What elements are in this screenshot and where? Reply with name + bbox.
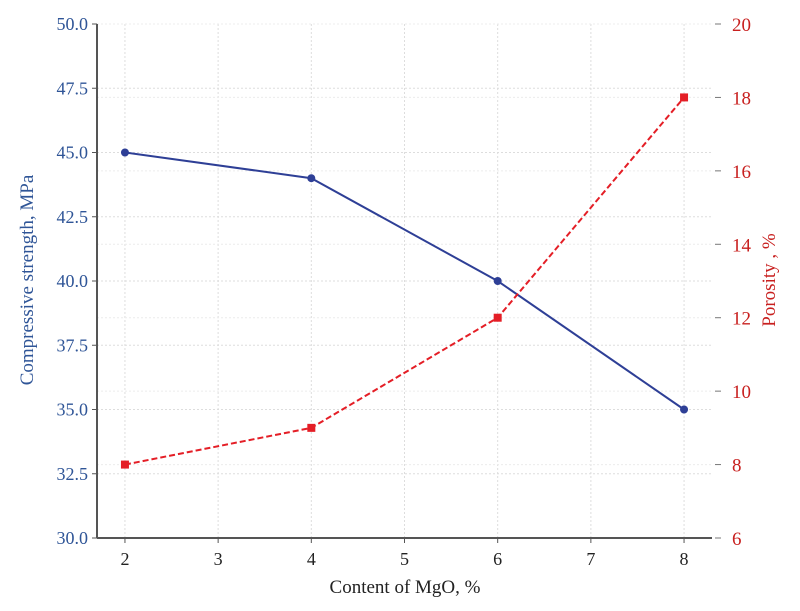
y-tick-label: 42.5 bbox=[57, 207, 89, 227]
y2-tick-label: 10 bbox=[732, 382, 751, 403]
y-tick-label: 35.0 bbox=[57, 400, 89, 420]
y2-tick-label: 14 bbox=[732, 235, 752, 256]
x-tick-label: 3 bbox=[214, 549, 223, 569]
series bbox=[120, 93, 689, 469]
strength-line bbox=[124, 151, 685, 411]
axes: 2 3 4 5 6 7 8 30.0 32.5 35.0 37.5 40.0 42.5 45.0 47.5 5… bbox=[57, 14, 752, 569]
porosity-line bbox=[124, 96, 685, 466]
x-tick-label: 4 bbox=[307, 549, 316, 569]
y2-tick-label: 18 bbox=[732, 88, 751, 109]
y-tick-label: 32.5 bbox=[57, 464, 89, 484]
y-tick-label: 50.0 bbox=[57, 14, 89, 34]
y-tick-label: 37.5 bbox=[57, 335, 89, 355]
x-tick-label: 5 bbox=[400, 549, 409, 569]
porosity-point bbox=[680, 93, 689, 102]
porosity-point bbox=[120, 460, 129, 469]
grid bbox=[97, 23, 712, 539]
y2-tick-label: 8 bbox=[732, 456, 742, 477]
y2-tick-label: 20 bbox=[732, 15, 751, 36]
strength-point bbox=[680, 405, 689, 414]
y2-tick-label: 16 bbox=[732, 162, 751, 183]
x-tick-label: 7 bbox=[586, 549, 595, 569]
strength-point bbox=[307, 174, 316, 183]
y-tick-label: 45.0 bbox=[57, 143, 89, 163]
porosity-point bbox=[307, 423, 316, 432]
strength-point bbox=[493, 277, 502, 285]
x-tick-label: 8 bbox=[680, 549, 689, 569]
y-axis-label: Compressive strength, MPa bbox=[17, 174, 38, 385]
y-tick-label: 47.5 bbox=[57, 78, 89, 98]
x-axis-label: Content of MgO, % bbox=[330, 577, 481, 598]
y-tick-label: 30.0 bbox=[57, 528, 89, 548]
x-tick-label: 6 bbox=[493, 549, 502, 569]
y2-tick-label: 12 bbox=[732, 309, 751, 330]
x-tick-label: 2 bbox=[120, 549, 129, 569]
y2-axis-label: Porosity , % bbox=[759, 233, 780, 327]
y2-tick-label: 6 bbox=[732, 529, 742, 550]
strength-point bbox=[120, 148, 129, 157]
y-tick-label: 40.0 bbox=[57, 271, 89, 291]
porosity-point bbox=[493, 313, 502, 322]
